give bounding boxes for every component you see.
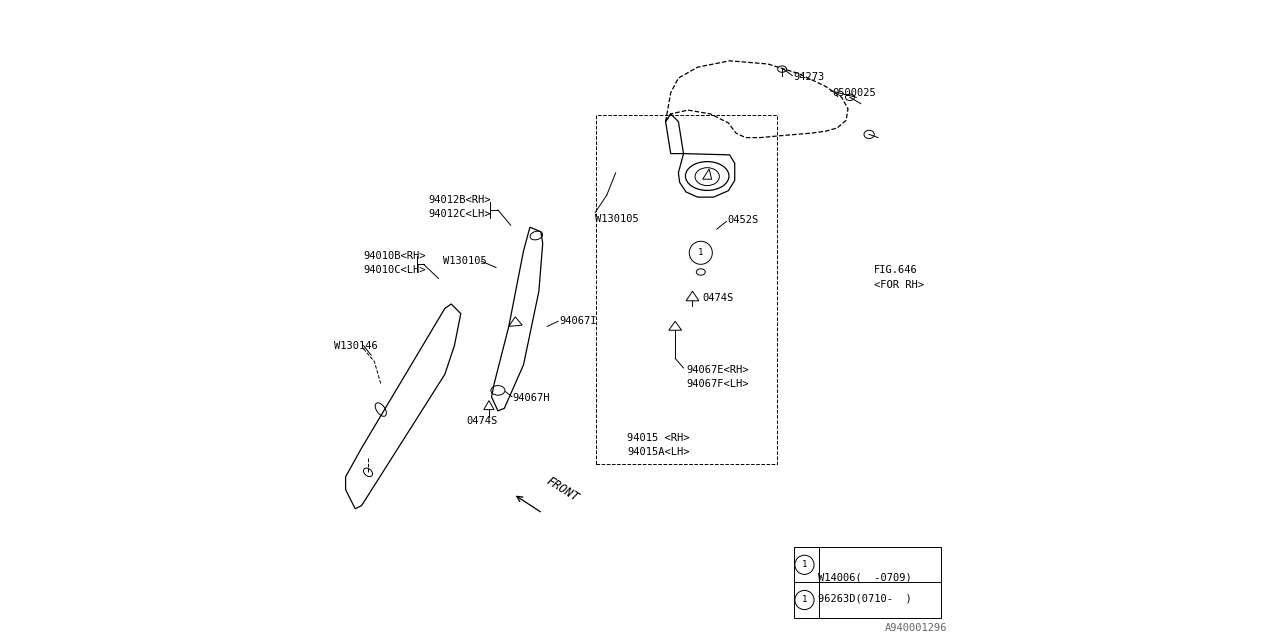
Text: 94010B<RH>: 94010B<RH> [364,251,426,261]
Text: 94067I: 94067I [559,316,596,326]
Text: W130105: W130105 [443,256,486,266]
Text: Q500025: Q500025 [832,88,876,98]
Text: <FOR RH>: <FOR RH> [874,280,924,290]
Text: 94067E<RH>: 94067E<RH> [686,365,749,375]
Text: FRONT: FRONT [544,474,581,504]
Text: 94015 <RH>: 94015 <RH> [627,433,690,443]
Text: 0474S: 0474S [466,416,497,426]
Text: 96263D(0710-  ): 96263D(0710- ) [818,593,911,604]
Bar [794,547,941,618]
Text: 0474S: 0474S [703,292,733,303]
Bar [596,115,777,464]
Text: 1: 1 [801,560,808,570]
Text: W130105: W130105 [595,214,639,224]
Text: 0452S: 0452S [727,215,758,225]
Text: 94015A<LH>: 94015A<LH> [627,447,690,457]
Text: A940001296: A940001296 [884,623,947,634]
Text: 94012B<RH>: 94012B<RH> [429,195,492,205]
Text: 1: 1 [801,595,808,605]
Text: 94012C<LH>: 94012C<LH> [429,209,492,220]
Text: FIG.646: FIG.646 [874,265,918,275]
Text: W14006(  -0709): W14006( -0709) [818,572,911,582]
Text: 1: 1 [698,248,704,257]
Text: 94273: 94273 [794,72,824,82]
Text: W130146: W130146 [334,340,378,351]
Text: 94010C<LH>: 94010C<LH> [364,265,426,275]
Text: 94067F<LH>: 94067F<LH> [686,379,749,389]
Text: 94067H: 94067H [512,393,549,403]
